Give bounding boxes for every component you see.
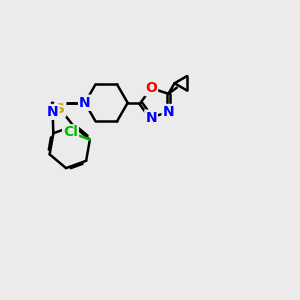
Text: O: O [145,81,157,95]
Text: N: N [79,96,91,110]
Text: N: N [163,105,174,119]
Text: N: N [79,96,91,110]
Text: S: S [55,102,65,116]
Text: N: N [47,105,58,119]
Text: Cl: Cl [63,125,78,139]
Text: N: N [145,110,157,124]
